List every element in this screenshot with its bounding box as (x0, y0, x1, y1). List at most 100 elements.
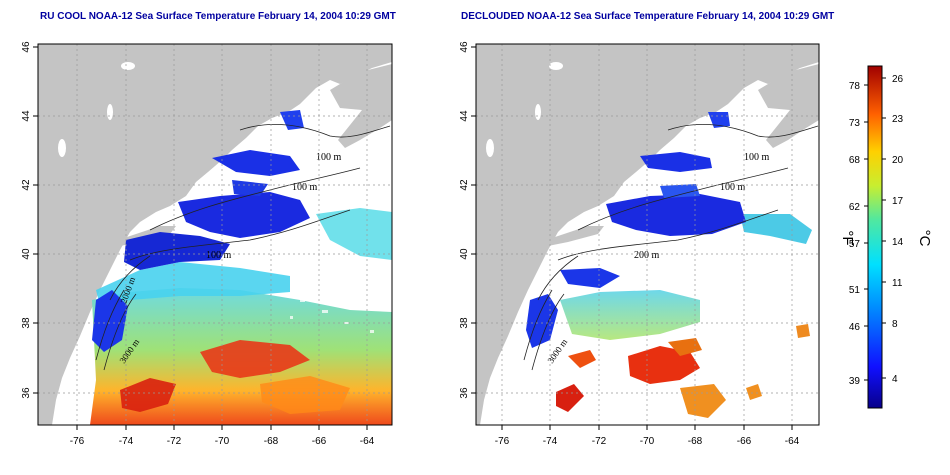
left-sst-hot-patch (120, 378, 176, 412)
celsius-tick-label: 26 (892, 74, 904, 85)
right-sst-warm-patch (556, 384, 584, 412)
right-sst-cold-patch (660, 184, 700, 198)
right-land-mass (476, 44, 819, 425)
left-x-tick-label: -64 (360, 436, 375, 447)
right-lake (535, 104, 541, 120)
right-grid (476, 44, 819, 425)
right-sst-cold-shelf (606, 194, 746, 236)
right-x-tick-label: -72 (592, 436, 607, 447)
right-sst-warm-patch (628, 346, 700, 384)
left-sst-hot-patch (200, 340, 310, 378)
right-map-panel: 100 m 100 m 200 m 3000 m (459, 41, 820, 447)
fahrenheit-tick-label: 39 (849, 376, 861, 387)
left-tick-marks (33, 46, 368, 430)
left-sst-slope-water (316, 208, 392, 260)
left-y-tick-label: 36 (21, 387, 32, 399)
left-lake (121, 62, 135, 70)
right-nova-scotia (758, 64, 819, 148)
left-nova-scotia (330, 64, 392, 148)
left-map-frame (37, 43, 393, 426)
left-y-tick-label: 40 (21, 248, 32, 260)
right-contour-label: 100 m (720, 182, 746, 193)
celsius-tick-label: 8 (892, 319, 898, 330)
right-y-tick-label: 46 (459, 41, 470, 53)
fahrenheit-tick-label: 68 (849, 155, 861, 166)
right-y-tick-label: 36 (459, 387, 470, 399)
left-grid (38, 44, 392, 425)
left-sst-cold-coastal (92, 290, 128, 352)
fahrenheit-unit-label: °F (839, 230, 856, 245)
celsius-tick-label: 4 (892, 374, 898, 385)
left-contour-label: 100 m (316, 152, 342, 163)
celsius-unit-label: °C (916, 230, 933, 247)
colorbar-gradient (867, 65, 883, 409)
right-sst-slope-water (740, 214, 812, 244)
right-contour-label: 100 m (744, 152, 770, 163)
left-lake (107, 104, 113, 120)
right-y-tick-label: 40 (459, 248, 470, 260)
right-sst-warm-patch (746, 384, 762, 400)
left-cloud-speckle (290, 240, 374, 333)
fahrenheit-tick-label: 78 (849, 81, 861, 92)
fahrenheit-tick-label: 57 (849, 239, 861, 250)
right-x-tick-label: -76 (495, 436, 510, 447)
left-x-tick-label: -72 (167, 436, 182, 447)
right-sst-warm-patch (680, 384, 726, 418)
left-sst-cold-patch (232, 180, 268, 196)
left-x-tick-label: -74 (119, 436, 134, 447)
left-sst-cold-shelf (212, 150, 300, 176)
right-tick-marks (471, 46, 793, 430)
left-bathymetry-contours (95, 123, 391, 371)
right-bathymetry-contours (523, 123, 819, 371)
left-y-tick-label: 46 (21, 41, 32, 53)
left-land-mass (38, 44, 392, 425)
left-y-tick-label: 38 (21, 317, 32, 329)
left-sst-cold-coastal (124, 232, 230, 270)
left-sst-warm-patch (260, 376, 350, 414)
right-lake (486, 139, 494, 157)
right-x-tick-label: -68 (688, 436, 703, 447)
celsius-tick-label: 20 (892, 155, 904, 166)
right-x-tick-label: -66 (737, 436, 752, 447)
celsius-tick-label: 11 (892, 278, 903, 289)
colorbar-ticks (864, 77, 886, 381)
left-x-tick-label: -76 (70, 436, 85, 447)
right-sst-warm-patch (668, 338, 702, 356)
left-sst-cold-shelf (178, 192, 310, 238)
right-y-tick-label: 42 (459, 179, 470, 191)
right-x-tick-label: -70 (640, 436, 655, 447)
right-long-island (546, 226, 604, 246)
right-map-title: DECLOUDED NOAA-12 Sea Surface Temperatur… (461, 11, 835, 22)
celsius-tick-label: 17 (892, 196, 904, 207)
fahrenheit-tick-label: 46 (849, 322, 861, 333)
right-y-tick-label: 38 (459, 317, 470, 329)
left-y-tick-label: 44 (21, 110, 32, 122)
temperature-colorbar: 78 73 68 62 57 51 46 39 26 23 20 17 14 1… (839, 65, 933, 409)
right-sst-cold-shelf (708, 112, 730, 128)
left-sst-shelf-water (96, 262, 290, 306)
left-x-tick-label: -66 (312, 436, 327, 447)
left-x-tick-label: -70 (215, 436, 230, 447)
right-sst-warm-patch (568, 350, 596, 368)
left-y-tick-label: 42 (21, 179, 32, 191)
fahrenheit-tick-label: 62 (849, 202, 861, 213)
fahrenheit-tick-label: 73 (849, 118, 861, 129)
right-sst-cold-coastal (560, 268, 620, 288)
fahrenheit-tick-label: 51 (849, 285, 861, 296)
left-x-tick-label: -68 (264, 436, 279, 447)
right-y-tick-label: 44 (459, 110, 470, 122)
celsius-tick-label: 23 (892, 114, 904, 125)
left-contour-label: 100 m (206, 250, 232, 261)
left-map-panel: 100 m 100 m 100 m 2000 m 3000 m (21, 41, 393, 447)
right-sst-shelf-water (560, 290, 700, 340)
left-map-title: RU COOL NOAA-12 Sea Surface Temperature … (40, 11, 396, 22)
left-contour-label: 100 m (292, 182, 318, 193)
right-sst-warm-patch (796, 324, 810, 338)
right-sst-cold-shelf (640, 152, 712, 172)
right-x-tick-label: -64 (785, 436, 800, 447)
celsius-tick-label: 14 (892, 237, 904, 248)
left-lake (58, 139, 66, 157)
right-x-tick-label: -74 (543, 436, 558, 447)
right-lake (549, 62, 563, 70)
